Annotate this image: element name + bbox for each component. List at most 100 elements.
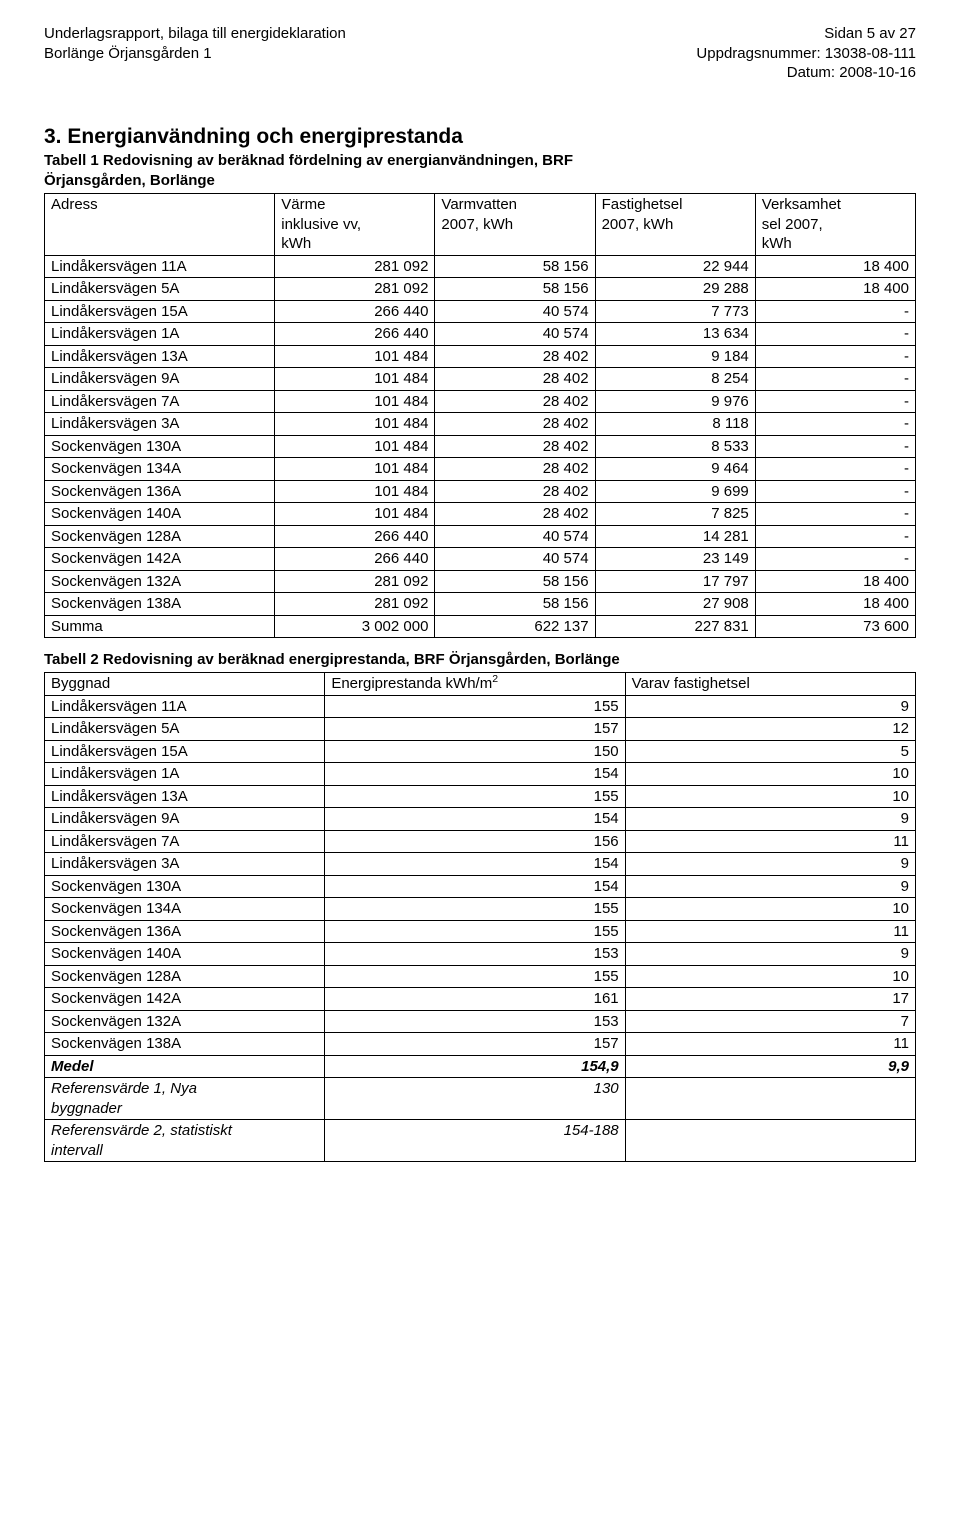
header-right-line2: Uppdragsnummer: 13038-08-111	[696, 45, 916, 62]
table-cell: -	[755, 548, 915, 571]
table-row: Sockenvägen 132A1537	[45, 1010, 916, 1033]
table-cell: 101 484	[275, 458, 435, 481]
table-row: Sockenvägen 130A1549	[45, 875, 916, 898]
table-cell: 23 149	[595, 548, 755, 571]
table-row: Sockenvägen 138A15711	[45, 1033, 916, 1056]
table-cell: Sockenvägen 136A	[45, 920, 325, 943]
table-row: Sockenvägen 138A281 09258 15627 90818 40…	[45, 593, 916, 616]
table-cell: 154-188	[325, 1120, 625, 1162]
table1-caption-line2: Örjansgården, Borlänge	[44, 172, 215, 189]
table-cell: 153	[325, 943, 625, 966]
table-cell: 18 400	[755, 570, 915, 593]
table-cell: 157	[325, 1033, 625, 1056]
table-cell: 58 156	[435, 255, 595, 278]
table-row: Referensvärde 1, Nyabyggnader130	[45, 1078, 916, 1120]
table-cell: 9	[625, 808, 915, 831]
table-cell: 28 402	[435, 413, 595, 436]
table-cell: -	[755, 300, 915, 323]
table-cell: 10	[625, 898, 915, 921]
table-cell: -	[755, 413, 915, 436]
table-cell: 22 944	[595, 255, 755, 278]
table-cell: 40 574	[435, 548, 595, 571]
table-cell: -	[755, 525, 915, 548]
table-cell: -	[755, 390, 915, 413]
table-cell: Lindåkersvägen 3A	[45, 413, 275, 436]
table-cell: 154	[325, 853, 625, 876]
table-row: Lindåkersvägen 9A101 48428 4028 254-	[45, 368, 916, 391]
table-cell: Sockenvägen 138A	[45, 1033, 325, 1056]
table-cell: 7 825	[595, 503, 755, 526]
table-row: Sockenvägen 140A101 48428 4027 825-	[45, 503, 916, 526]
table-row: Sockenvägen 136A101 48428 4029 699-	[45, 480, 916, 503]
table1-summary-row: Summa3 002 000622 137227 83173 600	[45, 615, 916, 638]
table2-col-header: Byggnad	[45, 673, 325, 696]
table-row: Referensvärde 2, statistisktintervall154…	[45, 1120, 916, 1162]
table-cell: 9 464	[595, 458, 755, 481]
table-cell: 28 402	[435, 345, 595, 368]
document-page: Underlagsrapport, bilaga till energidekl…	[0, 0, 960, 1202]
table-cell: 150	[325, 740, 625, 763]
table-cell: -	[755, 323, 915, 346]
table-cell: 18 400	[755, 278, 915, 301]
table-cell: 28 402	[435, 368, 595, 391]
table-cell: Lindåkersvägen 15A	[45, 300, 275, 323]
table-cell: Lindåkersvägen 5A	[45, 278, 275, 301]
table-cell: Referensvärde 2, statistisktintervall	[45, 1120, 325, 1162]
table-cell: Medel	[45, 1055, 325, 1078]
table-row: Lindåkersvägen 11A281 09258 15622 94418 …	[45, 255, 916, 278]
table-cell: 154	[325, 808, 625, 831]
table-cell: Lindåkersvägen 11A	[45, 255, 275, 278]
table-cell: Lindåkersvägen 1A	[45, 763, 325, 786]
table-cell: 154,9	[325, 1055, 625, 1078]
header-left: Underlagsrapport, bilaga till energidekl…	[44, 24, 346, 83]
table1-col-header: Verksamhetsel 2007,kWh	[755, 194, 915, 256]
table-row: Lindåkersvägen 7A101 48428 4029 976-	[45, 390, 916, 413]
table-cell: 27 908	[595, 593, 755, 616]
table-cell: Sockenvägen 142A	[45, 548, 275, 571]
table-cell: Sockenvägen 138A	[45, 593, 275, 616]
table-cell: 101 484	[275, 368, 435, 391]
table-cell: Lindåkersvägen 13A	[45, 785, 325, 808]
table-row: Lindåkersvägen 5A281 09258 15629 28818 4…	[45, 278, 916, 301]
table-cell: 130	[325, 1078, 625, 1120]
header-right-line1: Sidan 5 av 27	[824, 25, 916, 42]
table-cell: 28 402	[435, 458, 595, 481]
table-row: Sockenvägen 128A15510	[45, 965, 916, 988]
table1-col-header: Fastighetsel2007, kWh	[595, 194, 755, 256]
table-row: Sockenvägen 136A15511	[45, 920, 916, 943]
table-cell: 73 600	[755, 615, 915, 638]
table-cell: 40 574	[435, 300, 595, 323]
table1: AdressVärmeinklusive vv,kWhVarmvatten200…	[44, 193, 916, 638]
table-cell: Lindåkersvägen 3A	[45, 853, 325, 876]
table-cell: Lindåkersvägen 15A	[45, 740, 325, 763]
table-cell: 157	[325, 718, 625, 741]
table-cell: Sockenvägen 134A	[45, 898, 325, 921]
table-cell: 155	[325, 965, 625, 988]
table-cell: 10	[625, 785, 915, 808]
table-cell: Lindåkersvägen 13A	[45, 345, 275, 368]
table-cell: 5	[625, 740, 915, 763]
table-row: Sockenvägen 142A16117	[45, 988, 916, 1011]
table-row: Lindåkersvägen 5A15712	[45, 718, 916, 741]
table1-col-header: Varmvatten2007, kWh	[435, 194, 595, 256]
table-cell: 8 533	[595, 435, 755, 458]
table-cell: 9 184	[595, 345, 755, 368]
table-cell: 153	[325, 1010, 625, 1033]
table-row: Sockenvägen 140A1539	[45, 943, 916, 966]
table-row: Lindåkersvägen 1A15410	[45, 763, 916, 786]
table-cell: -	[755, 345, 915, 368]
table-row: Lindåkersvägen 15A266 44040 5747 773-	[45, 300, 916, 323]
table-cell: 13 634	[595, 323, 755, 346]
table-row: Sockenvägen 132A281 09258 15617 79718 40…	[45, 570, 916, 593]
table-cell: 101 484	[275, 435, 435, 458]
table-cell: 266 440	[275, 548, 435, 571]
table-cell: 154	[325, 875, 625, 898]
table-row: Medel154,99,9	[45, 1055, 916, 1078]
table-cell: Referensvärde 1, Nyabyggnader	[45, 1078, 325, 1120]
table-cell: 9	[625, 943, 915, 966]
table-cell	[625, 1078, 915, 1120]
table-cell: 101 484	[275, 390, 435, 413]
table-row: Sockenvägen 134A101 48428 4029 464-	[45, 458, 916, 481]
table2-caption-text: Tabell 2 Redovisning av beräknad energip…	[44, 651, 620, 668]
table-row: Sockenvägen 134A15510	[45, 898, 916, 921]
